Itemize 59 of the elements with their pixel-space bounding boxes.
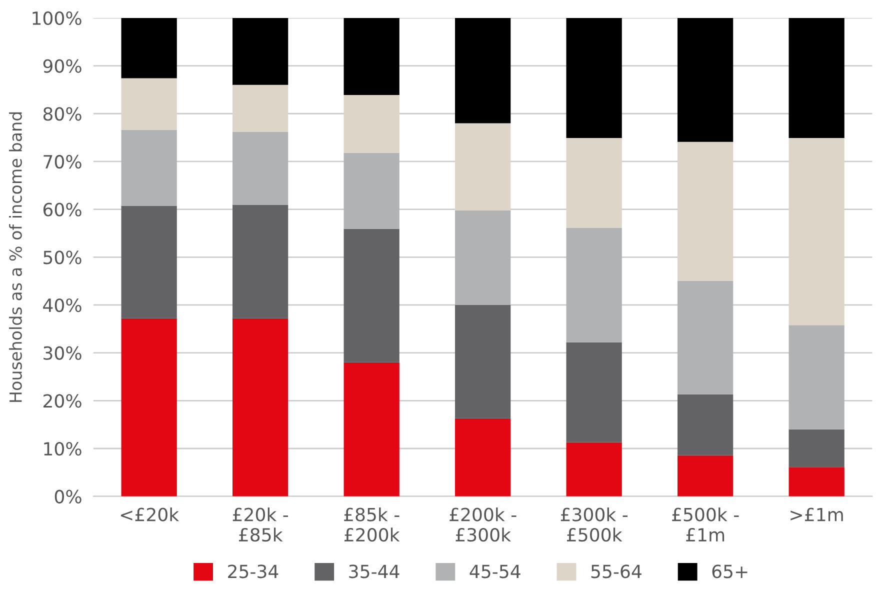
bar (455, 18, 511, 124)
x-tick-label: <£20k (120, 507, 180, 522)
bar (566, 442, 622, 496)
bar (788, 325, 844, 430)
bar (566, 228, 622, 342)
legend-label: 45-54 (470, 564, 520, 578)
legend-label: 55-64 (591, 564, 642, 578)
bar (678, 142, 734, 282)
bar (121, 18, 177, 78)
bar (232, 84, 288, 132)
bar (678, 394, 734, 456)
x-tick-label: £20k - £85k (232, 507, 288, 542)
bar (232, 318, 288, 496)
y-tick-label: 0% (54, 490, 82, 504)
y-axis-title: Households as a % of income band (9, 112, 22, 402)
y-tick-label: 40% (43, 298, 82, 312)
bar (232, 204, 288, 318)
y-tick-label: 60% (43, 202, 82, 216)
bar (121, 318, 177, 496)
bar (344, 152, 400, 229)
x-tick-label: £500k - £1m (672, 507, 739, 542)
legend-label: 65+ (712, 564, 748, 578)
bar (344, 18, 400, 95)
bar (121, 130, 177, 206)
bar (788, 467, 844, 496)
bar (678, 455, 734, 496)
y-tick-label: 90% (43, 59, 82, 73)
bar (455, 304, 511, 418)
y-tick-label: 50% (44, 250, 82, 264)
bar (344, 362, 400, 496)
y-tick-label: 80% (43, 107, 82, 121)
bar (121, 206, 177, 318)
bar (566, 138, 622, 228)
y-tick-label: 10% (44, 442, 82, 456)
x-tick-label: £85k - £200k (344, 507, 400, 542)
bar (566, 18, 622, 138)
bar (678, 18, 734, 142)
bar (232, 132, 288, 205)
bar (455, 418, 511, 496)
legend-label: 35-44 (349, 564, 400, 578)
y-tick-label: 20% (44, 394, 82, 408)
bar (678, 281, 734, 394)
y-tick-label: 70% (44, 154, 82, 169)
y-tick-label: 100% (32, 11, 82, 26)
legend-label: 25-34 (228, 564, 278, 578)
bar (788, 138, 844, 326)
bar (788, 18, 844, 138)
x-tick-label: >£1m (790, 508, 843, 522)
bar (121, 78, 177, 130)
bar (232, 18, 288, 85)
bar (566, 342, 622, 442)
bar (344, 94, 400, 153)
bar (788, 429, 844, 468)
bar (455, 210, 511, 305)
x-tick-label: £200k - £300k (450, 507, 516, 542)
y-tick-label: 30% (44, 346, 82, 360)
bar (344, 228, 400, 362)
x-tick-label: £300k - £500k (560, 507, 628, 542)
bar (455, 123, 511, 210)
